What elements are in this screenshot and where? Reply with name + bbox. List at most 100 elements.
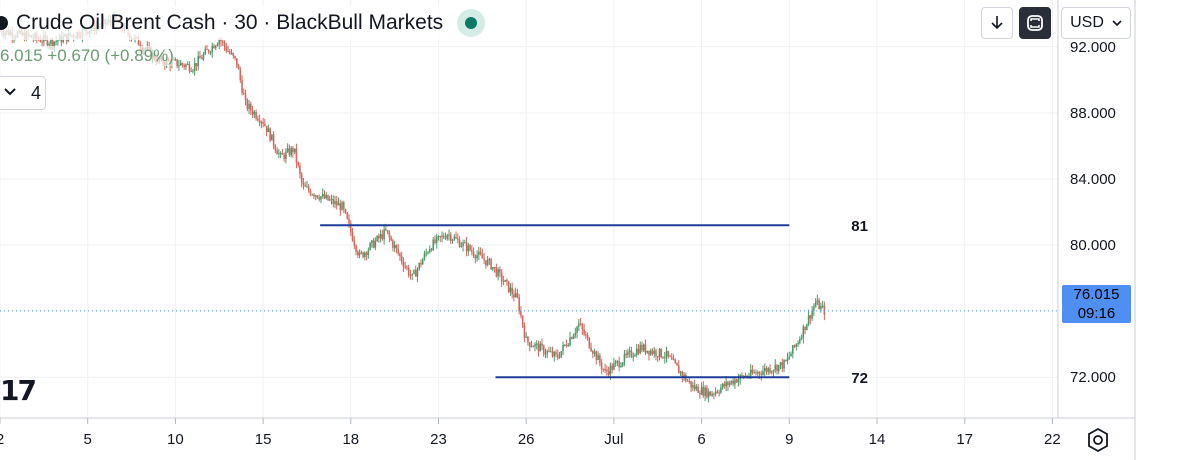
candle-body <box>774 364 777 371</box>
candle-body <box>478 251 480 256</box>
candle-body <box>604 369 606 371</box>
tradingview-logo[interactable]: 17 <box>0 374 37 407</box>
candle-body <box>255 111 257 119</box>
last-price-tag: 76.015 09:16 <box>1062 285 1131 323</box>
candle-body <box>627 351 629 355</box>
candle-body <box>537 343 540 352</box>
x-tick-label: 18 <box>342 431 359 448</box>
candle-body <box>371 240 373 243</box>
currency-label: USD <box>1070 14 1104 31</box>
candle-body <box>753 372 756 374</box>
candle-body <box>327 195 329 201</box>
candle-body <box>509 287 512 292</box>
last-price-value: 76.015 <box>1073 286 1120 303</box>
candle-body <box>609 365 612 375</box>
candle-body <box>413 270 415 274</box>
candle-body <box>293 148 296 153</box>
y-tick-label: 72.000 <box>1070 369 1116 386</box>
candle-body <box>613 363 615 370</box>
candle-body <box>560 350 563 358</box>
candle-body <box>181 63 184 65</box>
candle-body <box>776 364 778 372</box>
candle-body <box>527 336 529 343</box>
candle-body <box>374 240 377 248</box>
x-tick-label: 23 <box>430 431 447 448</box>
candle-body <box>541 343 543 346</box>
candle-body <box>634 355 636 357</box>
candle-body <box>497 269 499 277</box>
candle-body <box>444 237 447 239</box>
candle-body <box>428 249 431 253</box>
level-label: 81 <box>851 218 868 235</box>
symbol-title-bar[interactable]: Crude Oil Brent Cash · 30 · BlackBull Ma… <box>0 6 492 40</box>
candle-body <box>481 254 484 259</box>
candle-body <box>621 362 624 366</box>
candle-body <box>586 335 589 338</box>
candle-body <box>193 63 196 71</box>
candle-body <box>253 111 256 115</box>
x-tick-label: 14 <box>869 431 886 448</box>
candle-body <box>493 267 496 269</box>
candle-body <box>790 353 792 357</box>
candle-body <box>476 255 478 259</box>
candle-body <box>792 345 794 354</box>
download-button[interactable] <box>981 7 1013 39</box>
candle-body <box>400 255 403 262</box>
candle-body <box>241 79 243 93</box>
candle-body <box>465 242 468 252</box>
candle-body <box>449 234 452 241</box>
candle-body <box>804 326 806 331</box>
candle-body <box>479 251 482 255</box>
chart-settings-button[interactable] <box>1083 425 1113 455</box>
candle-body <box>378 235 380 239</box>
candle-body <box>818 300 820 310</box>
fullscreen-button[interactable] <box>1019 7 1051 39</box>
candle-body <box>137 36 140 46</box>
candle-body <box>670 356 673 360</box>
candle-body <box>297 162 299 166</box>
candle-body <box>385 229 387 231</box>
y-tick-label: 88.000 <box>1070 105 1116 122</box>
candle-body <box>721 383 724 388</box>
candle-body <box>495 267 498 277</box>
candle-body <box>528 342 531 347</box>
candle-body <box>535 343 538 345</box>
candle-body <box>551 351 554 357</box>
candle-body <box>665 350 668 358</box>
candle-body <box>597 355 599 360</box>
candle-body <box>392 240 394 248</box>
candle-body <box>816 300 819 303</box>
candle-body <box>453 236 456 240</box>
candle-body <box>683 374 685 377</box>
candle-body <box>307 186 310 191</box>
currency-selector[interactable]: USD <box>1061 7 1131 39</box>
candle-body <box>607 371 610 375</box>
candle-body <box>358 252 361 256</box>
y-tick-label: 80.000 <box>1070 237 1116 254</box>
x-tick-label: 17 <box>956 431 973 448</box>
candle-body <box>797 343 799 345</box>
candle-body <box>693 385 696 390</box>
candle-body <box>820 305 822 310</box>
candle-body <box>286 148 289 152</box>
candle-body <box>611 365 613 370</box>
candle-body <box>299 165 301 174</box>
candle-body <box>295 148 298 163</box>
x-tick-label: 22 <box>1044 431 1061 448</box>
interval-selector[interactable]: 4 <box>0 76 46 110</box>
candle-body <box>206 49 208 51</box>
candle-body <box>357 251 359 256</box>
candle-body <box>469 245 471 251</box>
candle-body <box>344 209 347 213</box>
candle-body <box>593 351 596 354</box>
candle-body <box>699 392 701 395</box>
candle-body <box>518 297 520 312</box>
candle-body <box>234 56 236 59</box>
candle-body <box>758 371 761 374</box>
candle-body <box>769 368 771 373</box>
candle-body <box>756 371 759 374</box>
candle-body <box>267 128 270 133</box>
candle-body <box>565 344 568 347</box>
candle-body <box>271 134 273 141</box>
